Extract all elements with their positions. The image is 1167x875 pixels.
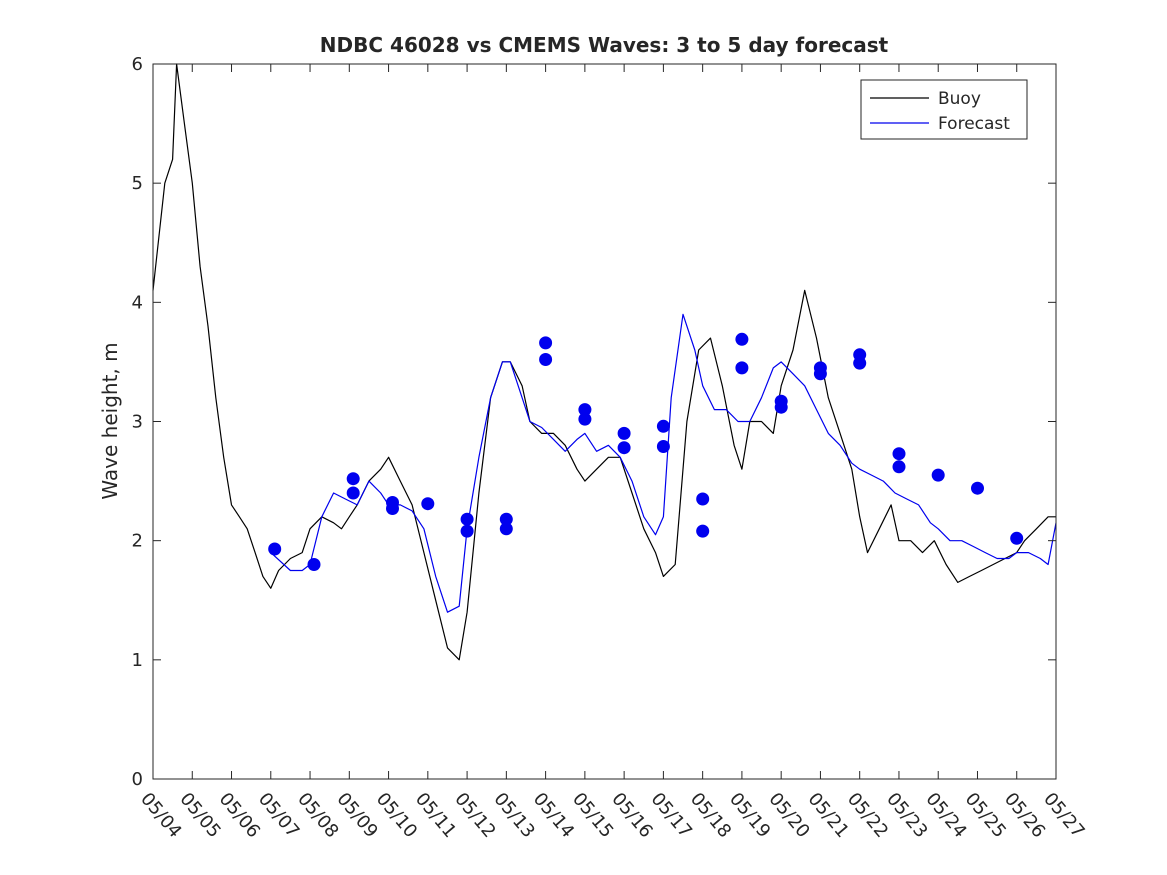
x-tick-label: 05/17 — [647, 789, 696, 842]
series-line-buoy — [152, 63, 1056, 661]
x-tick-label: 05/20 — [764, 789, 813, 842]
legend-label-buoy: Buoy — [938, 89, 981, 109]
forecast-marker — [499, 522, 513, 536]
x-tick-label: 05/04 — [136, 789, 185, 842]
x-tick-label: 05/22 — [843, 789, 892, 842]
forecast-marker — [421, 497, 435, 511]
x-tick-label: 05/24 — [921, 789, 970, 842]
x-tick-label: 05/18 — [686, 789, 735, 842]
x-tick-label: 05/21 — [804, 789, 853, 842]
forecast-marker — [813, 361, 827, 375]
x-tick-label: 05/10 — [372, 789, 421, 842]
x-tick-label: 05/06 — [215, 789, 264, 842]
forecast-marker — [735, 361, 749, 375]
forecast-marker — [892, 460, 906, 474]
x-tick-label: 05/13 — [489, 789, 538, 842]
forecast-marker — [656, 440, 670, 453]
series-line-forecast — [270, 313, 1057, 613]
forecast-marker — [617, 426, 631, 440]
legend: Buoy Forecast — [860, 79, 1028, 140]
x-tick-label: 05/23 — [882, 789, 931, 842]
y-axis-label: Wave height, m — [98, 342, 122, 499]
forecast-marker — [656, 419, 670, 433]
forecast-marker — [971, 481, 984, 495]
forecast-marker — [386, 496, 399, 509]
forecast-marker — [539, 353, 553, 366]
x-tick-label: 05/27 — [1039, 789, 1088, 842]
legend-label-forecast: Forecast — [938, 114, 1010, 134]
x-tick-label: 05/07 — [254, 789, 303, 842]
forecast-marker — [578, 412, 592, 426]
y-tick-label: 2 — [132, 531, 143, 552]
forecast-marker — [307, 558, 321, 571]
forecast-marker — [774, 394, 788, 408]
y-axis: 0 1 2 3 4 5 6 — [132, 54, 1056, 790]
forecast-marker — [460, 512, 474, 526]
y-tick-label: 6 — [132, 54, 143, 75]
forecast-marker — [539, 336, 553, 350]
x-tick-label: 05/26 — [1000, 789, 1049, 842]
y-tick-label: 0 — [132, 769, 143, 790]
forecast-markers — [268, 332, 1024, 571]
x-tick-label: 05/08 — [293, 789, 342, 842]
forecast-marker — [617, 441, 631, 455]
forecast-marker — [346, 472, 360, 486]
forecast-marker — [460, 524, 474, 538]
x-tick-label: 05/16 — [607, 789, 656, 842]
plot-area — [153, 64, 1056, 779]
series-layer — [152, 63, 1057, 661]
x-tick-label: 05/15 — [568, 789, 617, 842]
forecast-marker — [499, 512, 513, 526]
forecast-marker — [696, 524, 710, 538]
forecast-marker — [268, 542, 282, 556]
forecast-marker — [853, 348, 867, 362]
y-tick-label: 1 — [132, 650, 143, 671]
forecast-marker — [346, 486, 360, 500]
x-tick-label: 05/05 — [175, 789, 224, 842]
forecast-marker — [1010, 531, 1024, 545]
x-tick-label: 05/11 — [411, 789, 460, 842]
forecast-marker — [892, 447, 906, 461]
forecast-marker — [578, 403, 592, 417]
forecast-marker — [735, 332, 749, 346]
x-tick-label: 05/19 — [725, 789, 774, 842]
x-tick-label: 05/14 — [529, 789, 578, 842]
legend-box — [860, 79, 1028, 140]
x-tick-label: 05/25 — [961, 789, 1010, 842]
forecast-marker — [696, 492, 710, 506]
forecast-marker — [931, 468, 945, 482]
y-tick-label: 5 — [132, 173, 143, 194]
y-tick-label: 3 — [132, 412, 143, 433]
chart-title: NDBC 46028 vs CMEMS Waves: 3 to 5 day fo… — [320, 33, 889, 57]
x-tick-label: 05/09 — [332, 789, 381, 842]
y-tick-label: 4 — [132, 292, 143, 313]
x-tick-label: 05/12 — [450, 789, 499, 842]
